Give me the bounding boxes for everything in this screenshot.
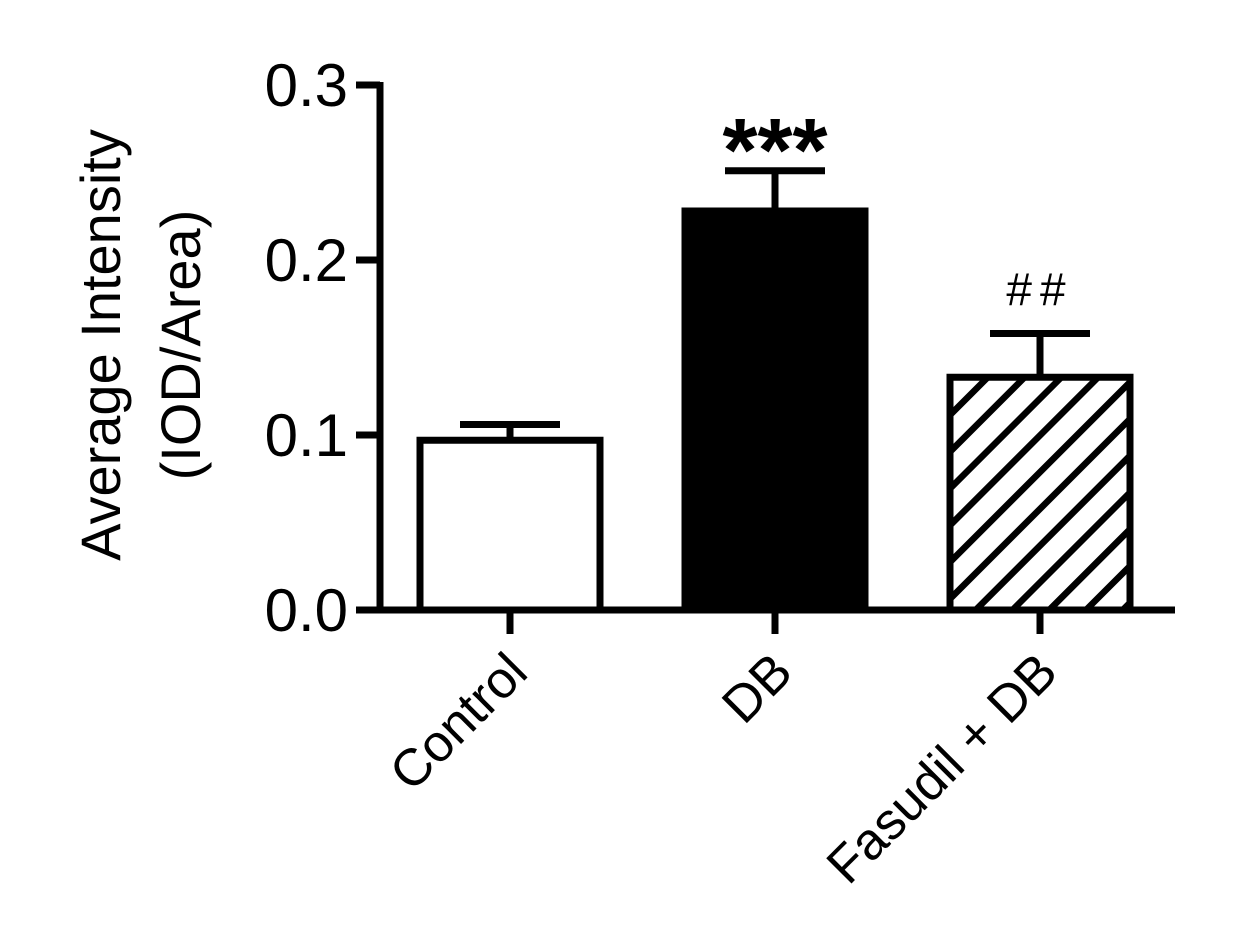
error-bars [460, 167, 1090, 441]
y-tick-label: 0.2 [265, 227, 348, 294]
category-label: Control [379, 642, 539, 802]
category-label: Fasudil + DB [816, 642, 1069, 895]
y-axis-label: Average Intensity (IOD/Area) [69, 129, 212, 561]
bar [416, 436, 604, 614]
significance-label: *** [722, 101, 827, 201]
y-axis-label-line2: (IOD/Area) [149, 210, 212, 481]
y-tick-label: 0.1 [265, 402, 348, 469]
category-label: DB [711, 642, 803, 734]
y-tick-label: 0.0 [265, 577, 348, 644]
y-tick-label: 0.3 [265, 52, 348, 119]
bar [946, 373, 1134, 614]
y-axis-label-line1: Average Intensity [69, 129, 132, 561]
significance-annotations: *** ## [722, 101, 1073, 316]
bar [681, 207, 869, 614]
bars [416, 207, 1134, 614]
significance-label: ## [1006, 264, 1073, 316]
